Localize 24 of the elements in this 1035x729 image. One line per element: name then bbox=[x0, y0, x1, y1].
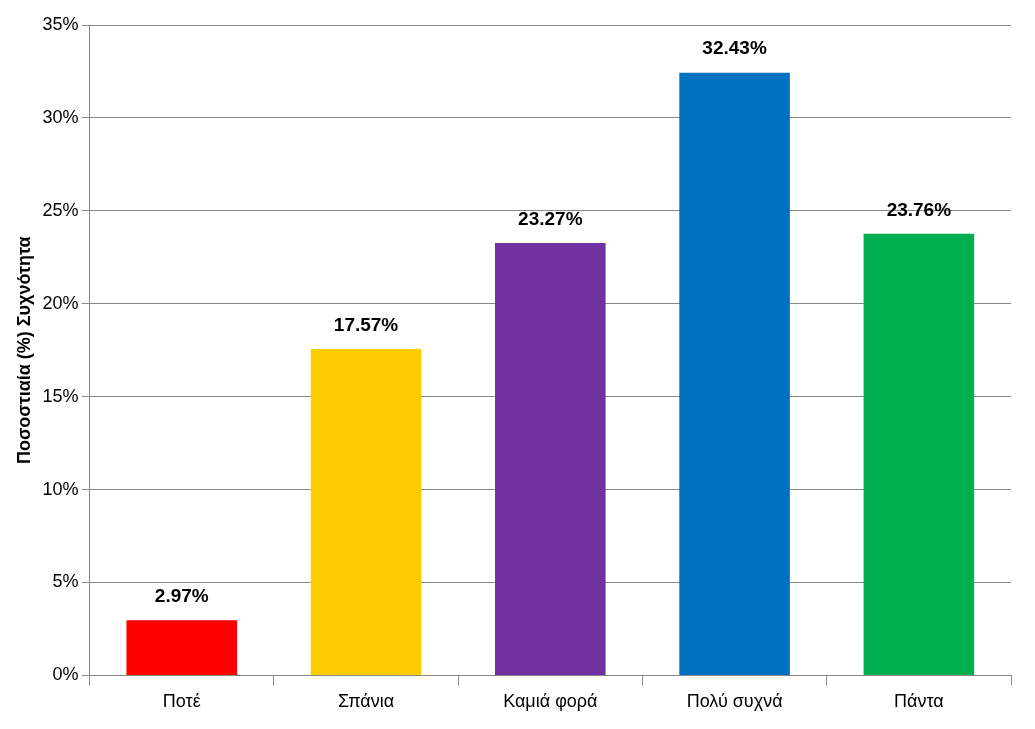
y-tick-label: 0% bbox=[52, 664, 79, 685]
bar bbox=[126, 620, 238, 675]
data-label: 23.76% bbox=[886, 198, 952, 220]
y-tick-label: 5% bbox=[52, 571, 79, 592]
bar bbox=[310, 348, 422, 675]
y-tick-label: 25% bbox=[42, 199, 79, 220]
data-label: 2.97% bbox=[154, 584, 209, 606]
y-tick-label: 15% bbox=[42, 385, 79, 406]
bar bbox=[495, 242, 606, 675]
y-tick-label: 10% bbox=[42, 478, 79, 499]
x-tick-label: Πολύ συχνά bbox=[686, 691, 783, 712]
y-axis-title: Ποσοστιαία (%) Συχνότητα bbox=[13, 236, 34, 464]
data-label: 23.27% bbox=[518, 207, 583, 229]
x-tick-label: Πάντα bbox=[894, 691, 944, 712]
x-tick-label: Σπάνια bbox=[337, 691, 395, 712]
bar bbox=[679, 72, 790, 675]
y-tick-label: 35% bbox=[42, 13, 79, 34]
x-tick-label: Καμιά φορά bbox=[503, 691, 598, 712]
x-tick-label: Ποτέ bbox=[162, 691, 201, 712]
data-label: 32.43% bbox=[702, 37, 767, 59]
y-tick-label: 20% bbox=[42, 292, 79, 313]
bar bbox=[863, 233, 975, 675]
y-tick-label: 30% bbox=[42, 106, 79, 127]
data-label: 17.57% bbox=[333, 313, 399, 335]
